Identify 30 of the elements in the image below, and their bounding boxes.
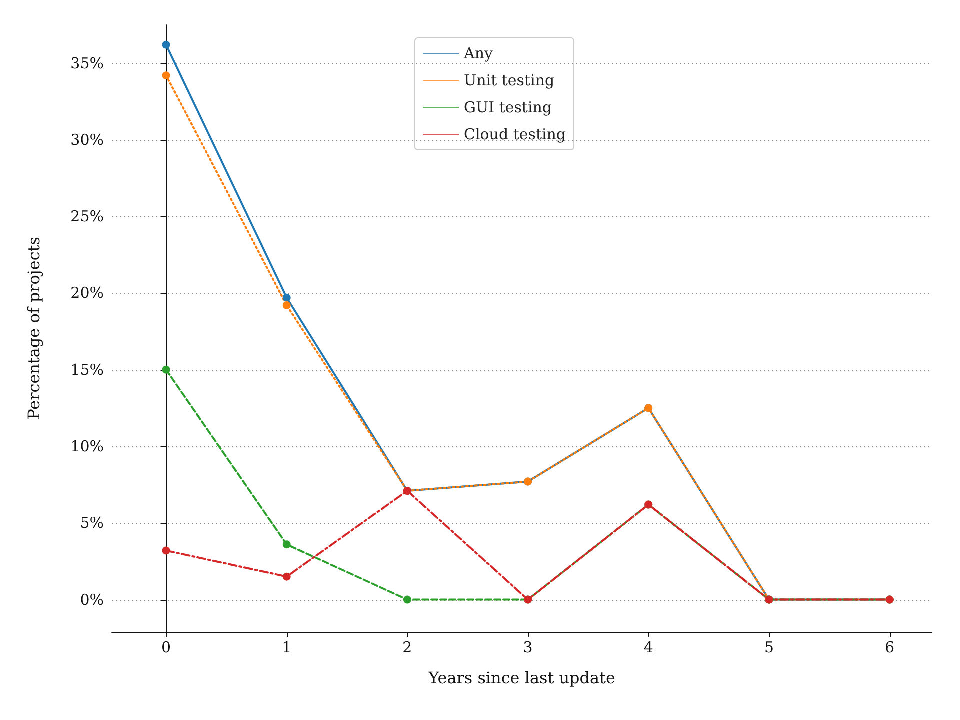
y-tick-label: 20% <box>70 284 104 302</box>
y-tick-label: 15% <box>70 360 104 379</box>
point <box>162 546 170 555</box>
point <box>282 540 291 549</box>
point <box>282 302 291 310</box>
x-tick-label: 1 <box>282 638 292 656</box>
y-tick-label: 5% <box>80 514 104 532</box>
y-tick-label: 30% <box>70 130 104 149</box>
legend-label: GUI testing <box>464 98 552 116</box>
x-axis-title: Years since last update <box>428 668 616 688</box>
legend-label: Cloud testing <box>464 126 566 144</box>
legend-label: Unit testing <box>464 72 555 90</box>
legend-label: Any <box>463 44 494 62</box>
x-tick-label: 3 <box>523 638 533 656</box>
point <box>403 596 412 604</box>
point <box>282 294 291 302</box>
x-tick-label: 4 <box>644 638 654 656</box>
point <box>162 72 170 80</box>
x-tick-label: 5 <box>764 638 774 656</box>
x-tick-label: 2 <box>402 638 412 656</box>
y-tick-label: 0% <box>80 590 104 609</box>
y-tick-label: 35% <box>70 54 104 72</box>
y-tick-label: 10% <box>70 438 104 456</box>
y-tick-label: 25% <box>70 208 104 226</box>
point <box>282 572 291 581</box>
point <box>162 366 170 374</box>
x-tick-label: 6 <box>885 638 895 656</box>
y-axis-title: Percentage of projects <box>24 237 44 420</box>
point <box>162 40 170 49</box>
x-tick-label: 0 <box>161 638 172 656</box>
